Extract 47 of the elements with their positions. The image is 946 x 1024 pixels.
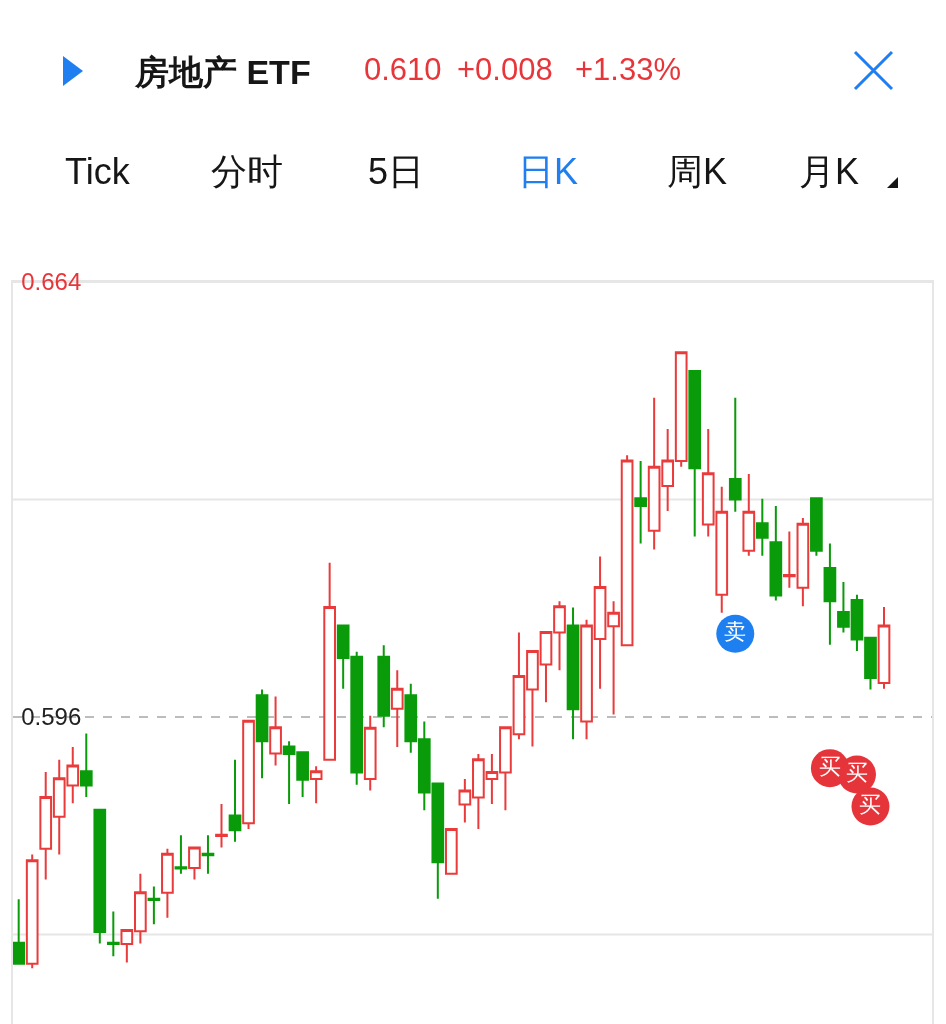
- candlestick: [688, 369, 702, 538]
- candlestick: [755, 497, 769, 557]
- candlestick: [174, 834, 188, 875]
- candlestick: [106, 910, 120, 958]
- candlestick: [634, 460, 647, 545]
- data-label: 买: [818, 753, 841, 779]
- candlestick: [201, 834, 215, 875]
- candlestick: [93, 808, 107, 945]
- data-label: 卖: [724, 619, 747, 645]
- candlestick: [323, 561, 337, 761]
- candlestick: [363, 714, 377, 792]
- candlestick: [79, 732, 93, 798]
- y-tick-label: 0.596: [21, 703, 82, 731]
- candlestick: [13, 898, 26, 965]
- y-tick-label: 0.664: [21, 268, 82, 296]
- candlestick: [269, 695, 282, 767]
- text: +0.008: [457, 52, 553, 87]
- candlestick: [161, 847, 174, 919]
- data-label: 买: [859, 792, 882, 818]
- candlestick: [215, 802, 228, 849]
- candlestick: [25, 853, 39, 970]
- candlestick: [823, 542, 837, 646]
- text: 周K: [667, 151, 728, 192]
- candlestick: [147, 885, 161, 926]
- text: 月K: [799, 151, 860, 192]
- candlestick: [728, 396, 742, 513]
- candlestick: [309, 765, 323, 805]
- candlestick: [377, 644, 391, 729]
- data-label: 买: [845, 760, 868, 786]
- text: 日K: [518, 151, 579, 192]
- candlestick: [877, 605, 891, 690]
- text: 5日: [368, 151, 425, 192]
- candlestick: [390, 669, 404, 749]
- candlestick: [810, 497, 823, 557]
- candlestick: [242, 719, 255, 830]
- text: Tick: [65, 151, 131, 192]
- candlestick: [742, 472, 756, 557]
- text: +1.33%: [575, 52, 682, 87]
- text: 0.610: [364, 52, 442, 87]
- candlestick: [769, 504, 783, 602]
- text: 分时: [211, 151, 283, 192]
- candlestick: [255, 688, 269, 780]
- candlestick: [228, 758, 242, 843]
- candlestick: [566, 606, 580, 741]
- candlestick: [444, 827, 458, 875]
- candlestick: [188, 845, 201, 881]
- chart-title: 房地产 ETF: [134, 52, 311, 91]
